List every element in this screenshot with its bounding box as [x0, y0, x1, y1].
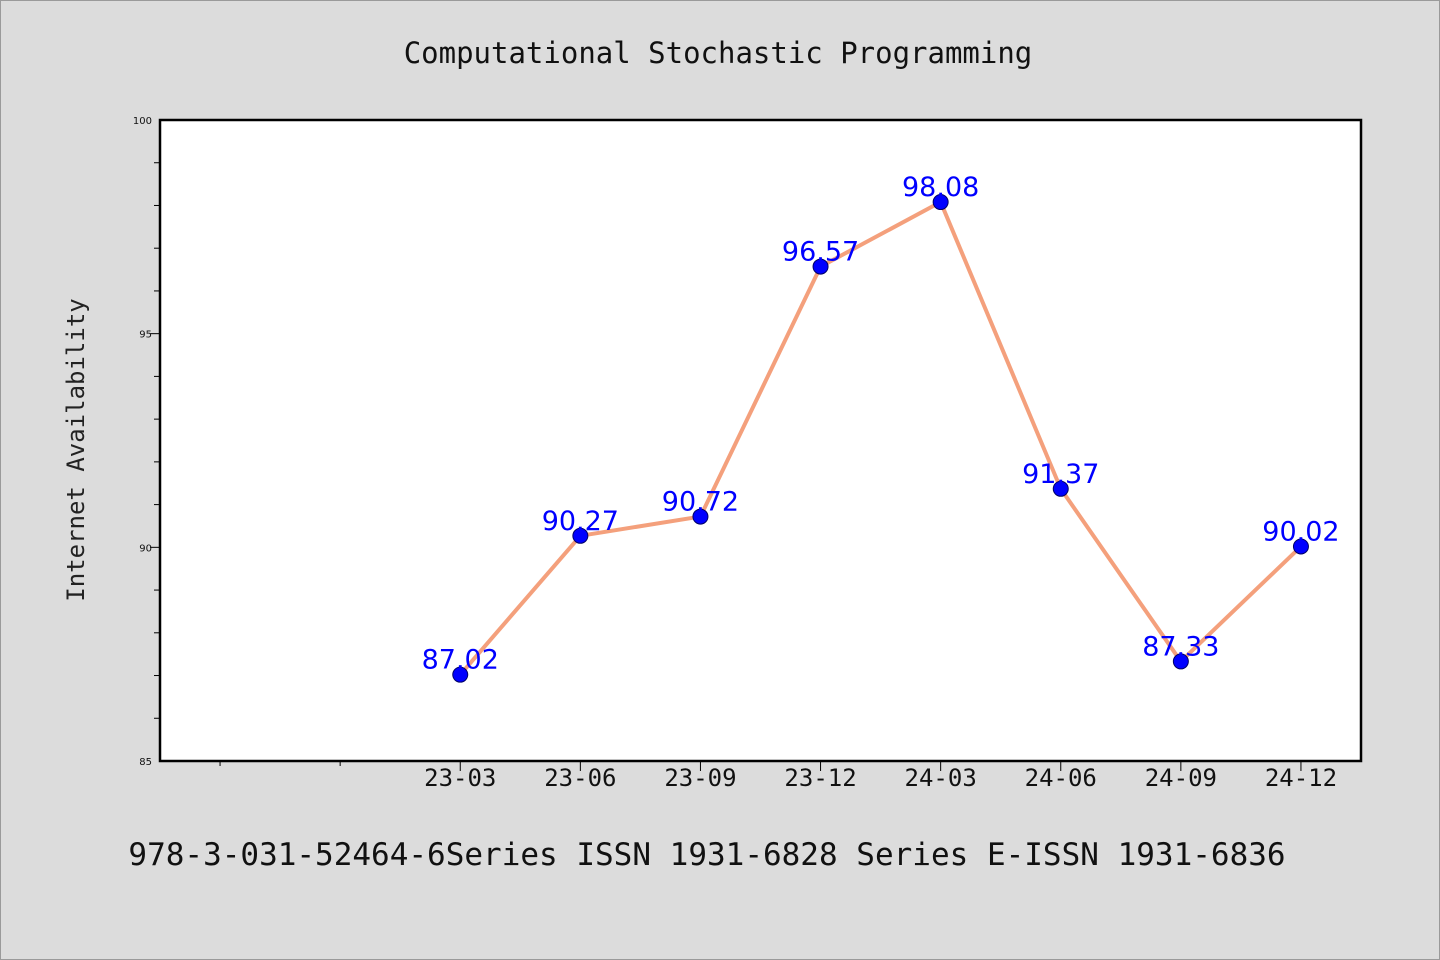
y-tick-labels: 85 90 95 100 [133, 116, 152, 768]
series-line [458, 200, 1303, 676]
y-tick-label: 95 [139, 330, 152, 341]
axis-ticks [150, 162, 1302, 771]
data-point [812, 258, 829, 275]
chart-title: Computational Stochastic Programming [404, 36, 1033, 70]
y-tick-label: 90 [139, 543, 152, 554]
data-markers [452, 194, 1309, 683]
data-point [1172, 653, 1189, 670]
x-tick-label: 24-09 [1145, 764, 1217, 792]
x-tick-label: 24-12 [1265, 764, 1337, 792]
x-tick-label: 23-09 [664, 764, 736, 792]
x-tick-label: 24-03 [905, 764, 977, 792]
data-label: 90.02 [1262, 516, 1339, 547]
data-point [692, 508, 709, 525]
data-label: 96.57 [782, 237, 859, 268]
x-tick-labels: 23-03 23-06 23-09 23-12 24-03 24-06 24-09 24-12 [424, 764, 1337, 792]
data-labels: 87.02 90.27 90.72 96.57 98.08 91.37 87.33 90.02 [422, 172, 1340, 676]
x-tick-label: 23-06 [544, 764, 616, 792]
data-label: 87.33 [1142, 631, 1219, 662]
data-point [932, 194, 949, 211]
data-label: 90.72 [662, 487, 739, 518]
data-point [572, 527, 589, 544]
data-label: 90.27 [542, 506, 619, 537]
x-tick-label: 24-06 [1025, 764, 1097, 792]
data-label: 98.08 [902, 172, 979, 203]
y-axis-label: Internet Availability [62, 298, 90, 601]
data-point [1292, 538, 1309, 555]
x-tick-label: 23-03 [424, 764, 496, 792]
y-tick-label: 100 [133, 116, 152, 127]
x-tick-label: 23-12 [784, 764, 856, 792]
data-label: 91.37 [1022, 459, 1099, 490]
data-point [1052, 480, 1069, 497]
plot-area [158, 118, 1363, 763]
data-point [452, 666, 469, 683]
footer-isbn-issn: 978-3-031-52464-6Series ISSN 1931-6828 S… [128, 837, 1285, 873]
y-tick-label: 85 [139, 757, 152, 768]
data-label: 87.02 [422, 645, 499, 676]
